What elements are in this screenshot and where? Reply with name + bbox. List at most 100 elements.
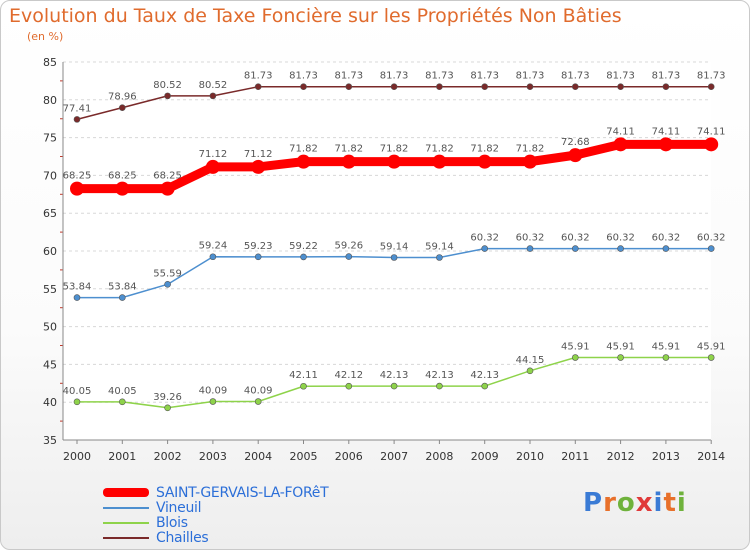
- data-label-saint-gervais-la-for-t: 71.82: [289, 144, 318, 155]
- data-point-chailles: [481, 83, 489, 91]
- x-tick-label: 2001: [108, 450, 136, 463]
- data-label-saint-gervais-la-for-t: 71.82: [425, 144, 454, 155]
- data-label-blois: 45.91: [561, 342, 590, 353]
- x-tick-label: 2007: [380, 450, 408, 463]
- y-tick-label: 80: [43, 94, 57, 107]
- data-point-blois: [571, 354, 579, 361]
- data-point-chailles: [617, 83, 624, 91]
- data-label-chailles: 77.41: [63, 103, 92, 114]
- data-label-vineuil: 59.14: [425, 242, 454, 253]
- data-label-vineuil: 59.26: [334, 241, 363, 252]
- data-label-vineuil: 60.32: [561, 233, 590, 244]
- legend-swatch: [103, 536, 149, 539]
- data-point-vineuil: [164, 281, 171, 288]
- x-tick-label: 2003: [199, 450, 227, 463]
- data-point-vineuil: [254, 253, 262, 261]
- data-point-chailles: [73, 116, 81, 123]
- chart-legend: SAINT-GERVAIS-LA-FORêT Vineuil Blois Chaill…: [103, 484, 329, 546]
- data-point-chailles: [300, 83, 307, 91]
- y-tick-label: 45: [43, 358, 57, 371]
- x-tick-label: 2013: [652, 450, 680, 463]
- logo-letter: x: [635, 488, 654, 518]
- data-point-vineuil: [209, 253, 217, 261]
- data-label-vineuil: 53.84: [108, 282, 137, 293]
- data-point-vineuil: [526, 245, 534, 252]
- data-label-vineuil: 59.24: [199, 241, 228, 252]
- data-label-chailles: 81.73: [561, 71, 590, 82]
- data-point-blois: [73, 398, 81, 406]
- data-label-blois: 39.26: [153, 392, 182, 403]
- data-point-vineuil: [436, 254, 443, 261]
- data-point-saint-gervais-la-for-t: [432, 154, 447, 169]
- data-label-chailles: 81.73: [697, 71, 726, 82]
- legend-swatch: [103, 488, 149, 497]
- data-point-blois: [164, 404, 171, 412]
- data-label-vineuil: 59.14: [380, 242, 409, 253]
- y-tick-label: 60: [43, 245, 57, 258]
- data-point-chailles: [164, 92, 171, 100]
- data-label-blois: 45.91: [652, 342, 681, 353]
- logo-letter: t: [663, 488, 677, 518]
- data-label-blois: 42.11: [289, 370, 318, 381]
- data-label-vineuil: 60.32: [470, 233, 499, 244]
- data-point-chailles: [571, 83, 579, 91]
- x-tick-label: 2011: [561, 450, 589, 463]
- legend-swatch: [103, 521, 149, 524]
- data-label-vineuil: 53.84: [63, 282, 92, 293]
- logo-letter: o: [616, 488, 636, 518]
- data-point-blois: [662, 354, 670, 361]
- legend-label: SAINT-GERVAIS-LA-FORêT: [156, 484, 329, 501]
- data-point-chailles: [345, 83, 353, 91]
- data-point-chailles: [436, 83, 443, 91]
- data-point-saint-gervais-la-for-t: [387, 154, 402, 169]
- data-point-blois: [390, 382, 398, 390]
- y-tick-label: 40: [43, 396, 57, 409]
- data-label-chailles: 81.73: [289, 71, 318, 82]
- data-label-chailles: 81.73: [380, 71, 409, 82]
- logo-letter: i: [676, 488, 687, 518]
- data-point-blois: [300, 382, 307, 390]
- data-label-saint-gervais-la-for-t: 68.25: [153, 171, 182, 182]
- data-point-saint-gervais-la-for-t: [523, 154, 537, 169]
- data-point-saint-gervais-la-for-t: [477, 154, 492, 169]
- data-point-saint-gervais-la-for-t: [613, 137, 628, 152]
- data-label-saint-gervais-la-for-t: 74.11: [697, 126, 726, 137]
- data-point-blois: [209, 398, 217, 405]
- data-label-saint-gervais-la-for-t: 71.12: [244, 149, 273, 160]
- data-point-chailles: [209, 92, 217, 100]
- data-label-saint-gervais-la-for-t: 71.82: [470, 144, 499, 155]
- data-label-saint-gervais-la-for-t: 71.82: [380, 144, 409, 155]
- x-tick-label: 2006: [335, 450, 363, 463]
- data-label-vineuil: 55.59: [153, 268, 182, 279]
- legend-item: Blois: [103, 515, 328, 531]
- data-label-vineuil: 60.32: [652, 233, 681, 244]
- legend-swatch: [103, 506, 149, 509]
- data-point-blois: [526, 367, 534, 375]
- data-label-chailles: 80.52: [199, 80, 228, 91]
- y-axis-unit: (en %): [27, 30, 64, 43]
- data-point-vineuil: [481, 245, 489, 252]
- data-label-blois: 40.05: [108, 386, 137, 397]
- x-tick-label: 2004: [244, 450, 272, 463]
- data-point-chailles: [707, 83, 715, 91]
- data-point-saint-gervais-la-for-t: [296, 154, 311, 169]
- x-tick-label: 2010: [516, 450, 544, 463]
- data-label-chailles: 81.73: [425, 71, 454, 82]
- proxiti-logo: Proxiti: [583, 488, 687, 518]
- data-point-saint-gervais-la-for-t: [341, 154, 356, 169]
- legend-item: SAINT-GERVAIS-LA-FORêT: [103, 484, 329, 501]
- x-tick-label: 2002: [154, 450, 182, 463]
- x-tick-label: 2005: [290, 450, 318, 463]
- logo-letter: P: [583, 488, 604, 518]
- data-point-saint-gervais-la-for-t: [205, 159, 220, 174]
- x-tick-label: 2014: [697, 450, 725, 463]
- y-tick-label: 85: [43, 56, 57, 69]
- data-label-vineuil: 60.32: [606, 233, 635, 244]
- y-tick-label: 50: [43, 321, 57, 334]
- data-point-vineuil: [73, 294, 81, 301]
- data-label-blois: 42.13: [470, 370, 499, 381]
- data-point-vineuil: [707, 245, 715, 252]
- data-label-saint-gervais-la-for-t: 71.12: [199, 149, 228, 160]
- data-label-blois: 42.12: [334, 370, 363, 381]
